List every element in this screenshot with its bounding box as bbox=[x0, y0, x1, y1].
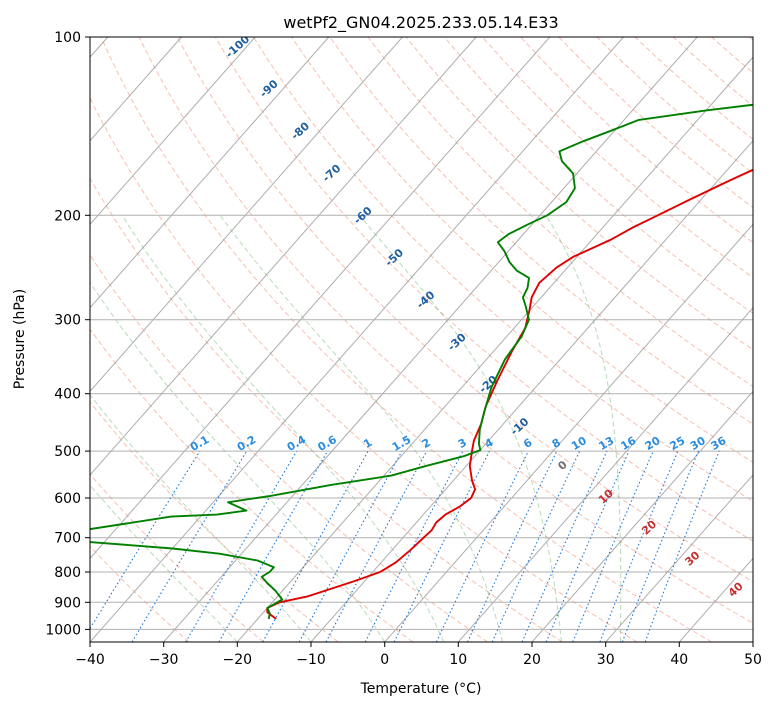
isotherm bbox=[384, 223, 753, 642]
x-tick-label: 40 bbox=[670, 652, 688, 668]
dry-adiabat bbox=[443, 37, 753, 314]
dry-adiabat bbox=[100, 37, 712, 642]
moist-adiabat bbox=[90, 484, 238, 642]
x-axis-ticks: −40 −30 −20 −10 0 10 20 30 40 50 bbox=[75, 642, 762, 668]
moist-adiabat bbox=[121, 215, 445, 642]
isotherm bbox=[310, 140, 753, 642]
isotherm bbox=[531, 390, 753, 642]
dry-adiabat bbox=[90, 473, 264, 642]
dry-adiabat bbox=[90, 177, 563, 642]
y-axis-label: Pressure (hPa) bbox=[12, 289, 28, 389]
dry-adiabat bbox=[138, 37, 753, 624]
dry-adiabat bbox=[329, 37, 753, 425]
mixing-ratio-line bbox=[599, 450, 679, 642]
dewpoint-trace bbox=[90, 103, 753, 620]
y-tick-label: 800 bbox=[54, 565, 81, 581]
mixing-ratio-line bbox=[393, 450, 490, 642]
isotherm bbox=[605, 474, 753, 642]
mixing-ratio-line bbox=[621, 450, 700, 642]
sounding-traces bbox=[90, 103, 753, 620]
x-tick-label: 10 bbox=[449, 652, 467, 668]
x-tick-label: −20 bbox=[223, 652, 253, 668]
y-tick-label: 100 bbox=[54, 30, 81, 46]
moist-adiabat bbox=[359, 214, 562, 642]
mixing-ratio-line bbox=[572, 450, 654, 642]
dry-adiabat bbox=[176, 37, 753, 583]
x-tick-label: 30 bbox=[597, 652, 615, 668]
mixing-ratio-line bbox=[90, 450, 201, 630]
y-tick-label: 700 bbox=[54, 531, 81, 547]
y-tick-label: 600 bbox=[54, 491, 81, 507]
dry-adiabat bbox=[90, 253, 488, 642]
mixing-ratio-line bbox=[298, 450, 403, 642]
isotherm bbox=[90, 37, 182, 142]
isotherm bbox=[90, 37, 624, 642]
temperature-trace bbox=[266, 168, 753, 620]
isotherm bbox=[457, 307, 753, 642]
dry-adiabat bbox=[90, 401, 339, 642]
mixing-ratio-line bbox=[262, 450, 369, 642]
x-tick-label: 20 bbox=[523, 652, 541, 668]
moist-adiabat bbox=[90, 281, 386, 642]
isotherm bbox=[163, 37, 698, 642]
background-lines bbox=[90, 37, 753, 642]
dry-adiabat bbox=[253, 37, 753, 502]
chart-title: wetPf2_GN04.2025.233.05.14.E33 bbox=[283, 13, 558, 33]
x-tick-label: −40 bbox=[75, 652, 105, 668]
plot-area bbox=[90, 37, 753, 642]
dry-adiabat bbox=[405, 37, 753, 351]
dry-adiabat bbox=[90, 96, 638, 642]
isotherm bbox=[90, 37, 477, 476]
y-tick-label: 200 bbox=[54, 208, 81, 224]
isotherm bbox=[90, 37, 256, 226]
isotherm bbox=[90, 37, 330, 309]
y-tick-label: 300 bbox=[54, 313, 81, 329]
isotherm bbox=[752, 641, 753, 642]
y-tick-label: 500 bbox=[54, 444, 81, 460]
dry-adiabat bbox=[291, 37, 753, 463]
x-tick-label: 50 bbox=[744, 652, 762, 668]
isotherm bbox=[90, 37, 403, 393]
moist-adiabat bbox=[219, 215, 503, 642]
mixing-ratio-line bbox=[644, 450, 720, 642]
x-axis-label: Temperature (°C) bbox=[360, 681, 482, 697]
mixing-ratio-line bbox=[131, 450, 248, 642]
mixing-ratio-line bbox=[545, 450, 630, 642]
x-tick-label: −10 bbox=[296, 652, 326, 668]
y-tick-label: 400 bbox=[54, 387, 81, 403]
x-tick-label: −30 bbox=[149, 652, 179, 668]
isotherm bbox=[90, 37, 551, 560]
moist-adiabat bbox=[545, 215, 622, 642]
plot-frame bbox=[89, 36, 754, 643]
mixing-ratio-line bbox=[325, 450, 428, 642]
isotherm bbox=[236, 56, 753, 642]
y-tick-label: 1000 bbox=[45, 622, 81, 638]
y-axis-ticks: 100 200 300 400 500 600 700 800 900 1000 bbox=[45, 30, 90, 638]
x-tick-label: 0 bbox=[380, 652, 389, 668]
y-tick-label: 900 bbox=[54, 595, 81, 611]
mixing-ratio-line bbox=[521, 450, 608, 642]
moist-adiabat bbox=[90, 393, 312, 642]
